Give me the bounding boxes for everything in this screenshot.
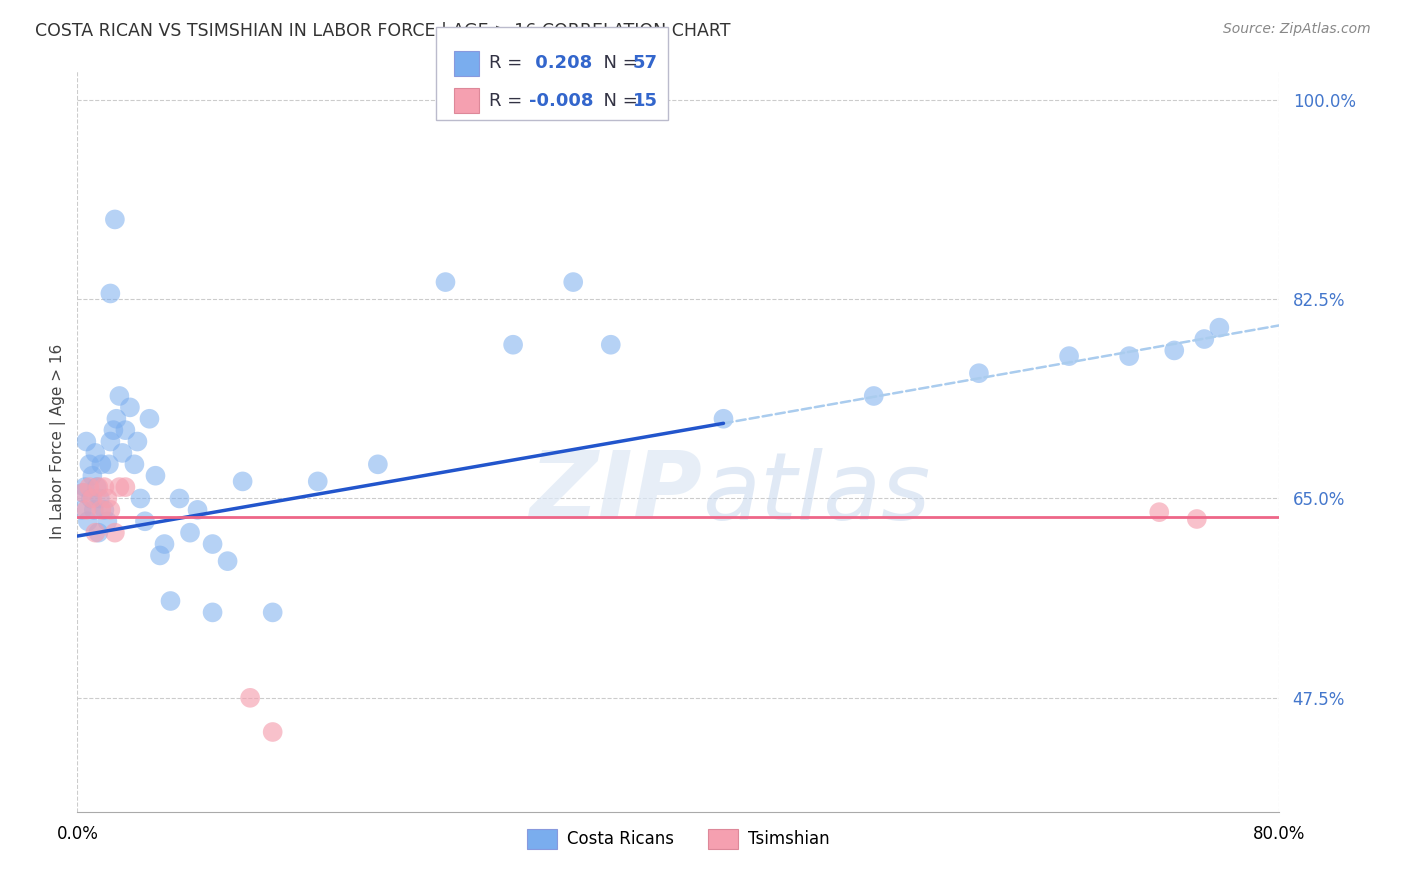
Text: atlas: atlas — [703, 448, 931, 539]
Point — [82, 491, 104, 506]
Point — [73, 480, 96, 494]
Point — [124, 458, 146, 472]
Point — [129, 491, 152, 506]
Point — [138, 411, 160, 425]
Point — [86, 480, 108, 494]
Point — [159, 594, 181, 608]
Point — [186, 503, 209, 517]
Point — [232, 475, 254, 489]
Point — [1057, 349, 1080, 363]
Point — [434, 275, 457, 289]
Point — [72, 485, 94, 500]
Text: R =: R = — [489, 54, 529, 72]
Point — [169, 491, 191, 506]
Point — [83, 503, 105, 517]
Point — [84, 525, 107, 540]
Point — [201, 606, 224, 620]
Point — [79, 480, 101, 494]
Point — [1118, 349, 1140, 363]
Text: R =: R = — [489, 92, 529, 110]
Point — [114, 423, 136, 437]
Point — [599, 337, 621, 351]
Point — [502, 337, 524, 351]
Point — [1208, 320, 1230, 334]
Point — [967, 366, 990, 380]
Point — [108, 480, 131, 494]
Point — [134, 514, 156, 528]
Point — [100, 503, 122, 517]
Point — [72, 485, 94, 500]
Text: 0.208: 0.208 — [529, 54, 592, 72]
Text: Source: ZipAtlas.com: Source: ZipAtlas.com — [1223, 22, 1371, 37]
Point — [104, 525, 127, 540]
Point — [75, 503, 97, 517]
Point — [239, 690, 262, 705]
Point — [84, 446, 107, 460]
Point — [96, 491, 118, 506]
Point — [149, 549, 172, 563]
Point — [201, 537, 224, 551]
Point — [96, 514, 118, 528]
Point — [713, 411, 735, 425]
Point — [307, 475, 329, 489]
Point — [100, 434, 122, 449]
Point — [93, 480, 115, 494]
Text: N =: N = — [592, 54, 644, 72]
Point — [114, 480, 136, 494]
Point — [89, 491, 111, 506]
Point — [111, 446, 134, 460]
Point — [80, 491, 103, 506]
Point — [1194, 332, 1216, 346]
Point — [70, 503, 93, 517]
Legend: Costa Ricans, Tsimshian: Costa Ricans, Tsimshian — [520, 822, 837, 855]
Point — [118, 401, 141, 415]
Point — [82, 468, 104, 483]
Text: -0.008: -0.008 — [529, 92, 593, 110]
Point — [108, 389, 131, 403]
Point — [862, 389, 884, 403]
Point — [1149, 505, 1171, 519]
Text: ZIP: ZIP — [530, 448, 703, 540]
Point — [367, 458, 389, 472]
Point — [100, 286, 122, 301]
Point — [76, 514, 98, 528]
Y-axis label: In Labor Force | Age > 16: In Labor Force | Age > 16 — [51, 344, 66, 539]
Point — [105, 411, 128, 425]
Point — [145, 468, 167, 483]
Point — [87, 480, 110, 494]
Point — [217, 554, 239, 568]
Text: N =: N = — [592, 92, 644, 110]
Point — [127, 434, 149, 449]
Point — [262, 725, 284, 739]
Text: COSTA RICAN VS TSIMSHIAN IN LABOR FORCE | AGE > 16 CORRELATION CHART: COSTA RICAN VS TSIMSHIAN IN LABOR FORCE … — [35, 22, 731, 40]
Point — [1185, 512, 1208, 526]
Point — [97, 458, 120, 472]
Point — [103, 423, 125, 437]
Point — [179, 525, 201, 540]
Point — [87, 525, 110, 540]
Text: 15: 15 — [633, 92, 658, 110]
Point — [104, 212, 127, 227]
Point — [93, 503, 115, 517]
Point — [153, 537, 176, 551]
Point — [562, 275, 585, 289]
Point — [75, 434, 97, 449]
Point — [79, 458, 101, 472]
Point — [90, 503, 112, 517]
Point — [90, 458, 112, 472]
Point — [262, 606, 284, 620]
Point — [1163, 343, 1185, 358]
Text: 57: 57 — [633, 54, 658, 72]
